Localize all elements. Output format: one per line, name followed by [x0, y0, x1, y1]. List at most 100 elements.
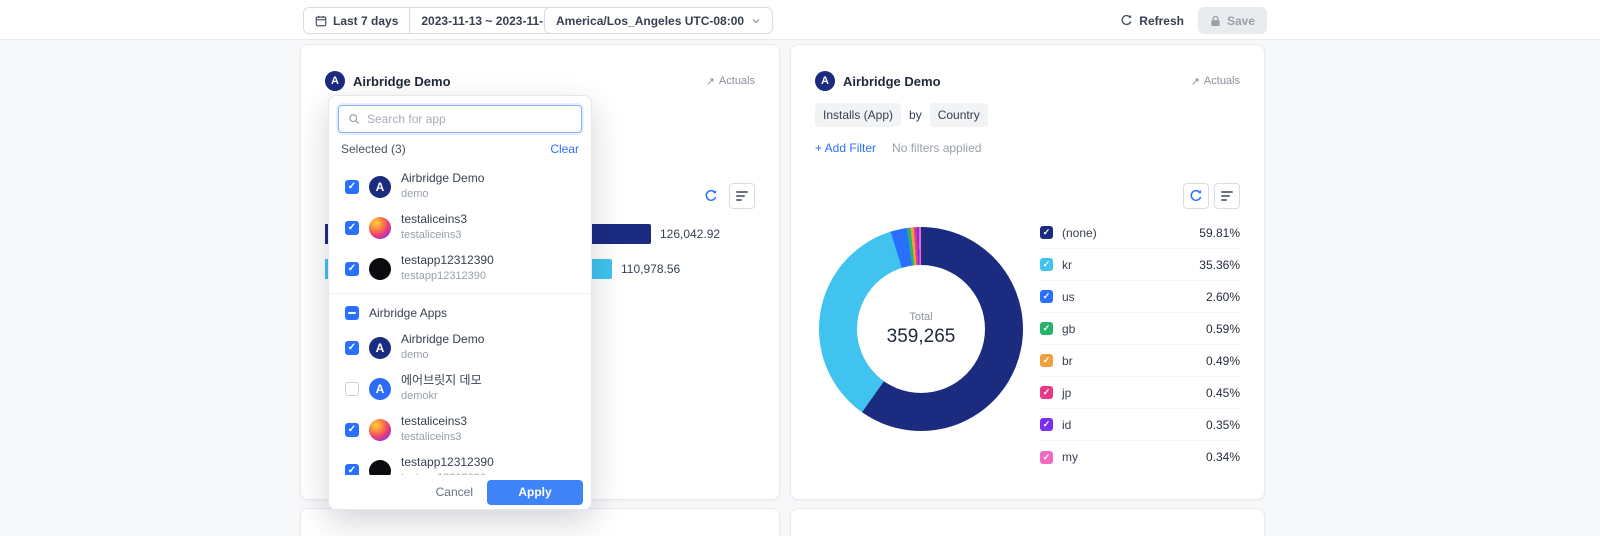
actuals-link[interactable]: ↗ Actuals	[1191, 75, 1240, 88]
legend-checkbox[interactable]	[1040, 226, 1053, 239]
right-widget-card: Airbridge Demo ↗ Actuals Installs (App) …	[790, 44, 1265, 500]
app-name: 에어브릿지 데모	[401, 373, 482, 388]
apply-button[interactable]: Apply	[487, 479, 583, 505]
date-range-button[interactable]: 2023-11-13 ~ 2023-11-19	[410, 8, 567, 33]
legend-checkbox[interactable]	[1040, 386, 1053, 399]
divider	[409, 8, 411, 33]
topbar: Last 7 days 2023-11-13 ~ 2023-11-19 Amer…	[0, 0, 1600, 40]
legend-label: (none)	[1062, 225, 1097, 240]
app-search-input[interactable]	[367, 112, 572, 126]
legend-checkbox[interactable]	[1040, 354, 1053, 367]
app-id: demo	[401, 188, 429, 201]
chevron-down-icon	[752, 18, 760, 23]
selected-count-label: Selected (3)	[341, 142, 406, 156]
app-id: demo	[401, 349, 429, 362]
legend-row: id 0.35%	[1040, 409, 1240, 441]
legend-label: br	[1062, 353, 1073, 368]
legend-row: (none) 59.81%	[1040, 217, 1240, 249]
selected-header-row: Selected (3) Clear	[341, 142, 579, 156]
date-preset-button[interactable]: Last 7 days	[304, 8, 409, 33]
timezone-label: America/Los_Angeles UTC-08:00	[556, 13, 745, 28]
app-id: testapp12312390	[401, 270, 487, 283]
total-value: 359,265	[886, 325, 956, 347]
save-label: Save	[1226, 13, 1255, 28]
legend-checkbox[interactable]	[1040, 290, 1053, 303]
chart-refresh-button[interactable]	[1183, 183, 1209, 209]
app-texts: testaliceins3 testaliceins3	[401, 414, 467, 443]
app-checkbox[interactable]	[345, 179, 359, 194]
app-checkbox[interactable]	[345, 340, 359, 355]
app-checkbox[interactable]	[345, 220, 359, 235]
legend-row: gb 0.59%	[1040, 313, 1240, 345]
app-texts: testapp12312390 testapp12312390	[401, 253, 494, 283]
chart-sort-button[interactable]	[1214, 183, 1240, 209]
bars-icon	[736, 191, 748, 201]
legend-checkbox[interactable]	[1040, 322, 1053, 335]
app-name: Airbridge Demo	[401, 171, 485, 186]
app-checkbox[interactable]	[345, 422, 359, 437]
legend-pct: 0.34%	[1205, 450, 1240, 464]
app-logo	[369, 418, 391, 441]
refresh-icon	[1121, 14, 1132, 26]
search-icon	[349, 114, 360, 125]
airbridge-app-logo	[815, 71, 835, 91]
app-texts: testaliceins3 testaliceins3	[401, 212, 468, 242]
donut-chart: Total 359,265	[819, 227, 1023, 431]
app-texts: Airbridge Demo demo	[401, 332, 485, 362]
legend-checkbox[interactable]	[1040, 450, 1053, 464]
app-logo	[369, 377, 391, 400]
app-checkbox[interactable]	[345, 381, 359, 396]
app-option[interactable]: 에어브릿지 데모 demokr	[329, 368, 591, 409]
legend-row: us 2.60%	[1040, 281, 1240, 313]
selected-apps-list: Airbridge Demo demo testaliceins3 testal…	[329, 166, 591, 289]
legend-label: kr	[1062, 257, 1072, 272]
legend-row: br 0.49%	[1040, 345, 1240, 377]
group-checkbox[interactable]	[345, 306, 359, 320]
legend-checkbox[interactable]	[1040, 418, 1053, 431]
right-card-header: Airbridge Demo ↗ Actuals	[815, 71, 1240, 91]
app-id: testaliceins3	[401, 229, 462, 242]
app-option[interactable]: testapp12312390 testapp12312390	[329, 248, 591, 289]
app-checkbox[interactable]	[345, 261, 359, 276]
calendar-icon	[315, 15, 327, 26]
apps-list: Airbridge Demo demo 에어브릿지 데모 demokr test…	[329, 327, 591, 491]
actuals-link[interactable]: ↗ Actuals	[706, 75, 755, 88]
metric-chip[interactable]: Installs (App)	[815, 103, 902, 127]
save-button[interactable]: Save	[1197, 7, 1267, 34]
app-texts: Airbridge Demo demo	[401, 171, 485, 201]
picker-footer: Cancel Apply	[329, 475, 591, 509]
legend-row: my 0.34%	[1040, 441, 1240, 473]
app-name: testaliceins3	[401, 212, 468, 227]
app-logo	[369, 216, 391, 239]
chart-sort-button[interactable]	[729, 183, 755, 209]
app-option[interactable]: testaliceins3 testaliceins3	[329, 207, 591, 248]
app-name: Airbridge Demo	[401, 332, 485, 347]
timezone-select[interactable]: America/Los_Angeles UTC-08:00	[544, 7, 774, 34]
refresh-button[interactable]: Refresh	[1120, 14, 1184, 28]
dimension-chip[interactable]: Country	[929, 103, 988, 127]
cancel-button[interactable]: Cancel	[426, 480, 483, 505]
legend-label: gb	[1062, 321, 1076, 336]
legend-label: jp	[1062, 385, 1072, 400]
app-name: testapp12312390	[401, 253, 494, 268]
bar-value-label: 126,042.92	[660, 227, 721, 241]
airbridge-app-logo	[325, 71, 345, 91]
app-logo	[369, 336, 391, 359]
metric-dimension-row: Installs (App) by Country	[815, 103, 988, 127]
app-option[interactable]: testaliceins3 testaliceins3	[329, 409, 591, 450]
legend-row: kr 35.36%	[1040, 249, 1240, 281]
filter-row: + Add Filter No filters applied	[815, 141, 981, 155]
legend-label: id	[1062, 417, 1072, 432]
refresh-icon	[1190, 189, 1202, 201]
add-filter-link[interactable]: + Add Filter	[815, 141, 877, 155]
clear-selection-link[interactable]: Clear	[550, 142, 579, 156]
app-option[interactable]: Airbridge Demo demo	[329, 166, 591, 207]
right-chart-controls	[1183, 183, 1240, 209]
date-preset-label: Last 7 days	[333, 13, 399, 28]
chart-refresh-button[interactable]	[698, 183, 724, 209]
legend-pct: 0.35%	[1205, 417, 1240, 432]
app-option[interactable]: Airbridge Demo demo	[329, 327, 591, 368]
app-group-header: Airbridge Apps	[329, 299, 591, 327]
right-card-title: Airbridge Demo	[843, 73, 941, 89]
legend-checkbox[interactable]	[1040, 258, 1053, 271]
